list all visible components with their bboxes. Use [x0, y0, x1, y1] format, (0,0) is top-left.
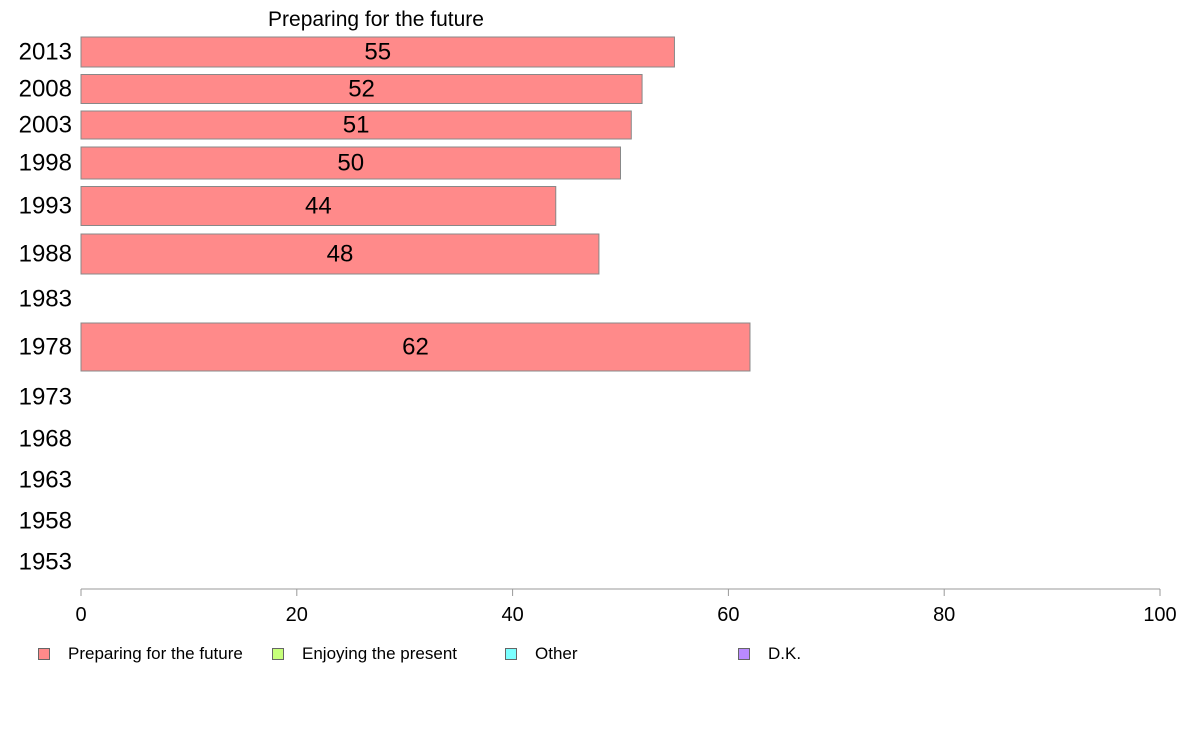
- bar-2008: [80, 74, 643, 104]
- y-tick-label-1998: 1998: [19, 150, 72, 177]
- legend-item-enjoying: Enjoying the present: [272, 642, 457, 666]
- legend-swatch-dk: [738, 648, 750, 660]
- legend-swatch-enjoying: [272, 648, 284, 660]
- bar-label-1988: 48: [327, 241, 354, 268]
- x-axis-ticks: 0 20 40 60 80 100: [75, 589, 1177, 626]
- legend-item-dk: D.K.: [738, 642, 801, 666]
- x-tick-label-100: 100: [1143, 604, 1176, 626]
- legend-label-preparing: Preparing for the future: [68, 644, 243, 663]
- y-tick-label-2003: 2003: [19, 112, 72, 139]
- y-tick-label-1993: 1993: [19, 193, 72, 220]
- bar-label-1998: 50: [337, 150, 364, 177]
- y-tick-label-1963: 1963: [19, 467, 72, 494]
- legend-swatch-preparing: [38, 648, 50, 660]
- legend-label-enjoying: Enjoying the present: [302, 644, 457, 663]
- legend-item-preparing: Preparing for the future: [38, 642, 243, 666]
- bar-1993: [80, 186, 557, 226]
- y-tick-label-2008: 2008: [19, 76, 72, 103]
- bar-label-2013: 55: [364, 39, 391, 66]
- y-tick-label-1973: 1973: [19, 384, 72, 411]
- x-tick-label-0: 0: [75, 604, 86, 626]
- y-tick-label-1988: 1988: [19, 241, 72, 268]
- year-labels: 2013 2008 2003 1998 1993 1988 1983 1978 1973 1968…: [19, 39, 72, 576]
- legend-label-dk: D.K.: [768, 644, 802, 663]
- bar-1988: [80, 233, 600, 275]
- legend: Preparing for the future Enjoying the pr…: [38, 642, 1138, 666]
- y-tick-label-1978: 1978: [19, 334, 72, 361]
- bar-label-1978: 62: [402, 334, 429, 361]
- chart-title: Preparing for the future: [268, 8, 484, 31]
- bar-1998: [80, 146, 621, 180]
- bar-label-2003: 51: [343, 112, 370, 139]
- chart: Preparing for the future 55525150444862 …: [19, 8, 1177, 626]
- bar-2013: [80, 36, 675, 68]
- bar-2003: [80, 110, 632, 140]
- bar-1978: [80, 322, 751, 372]
- bar-label-2008: 52: [348, 76, 375, 103]
- y-tick-label-1958: 1958: [19, 508, 72, 535]
- x-tick-label-80: 80: [933, 604, 955, 626]
- bar-label-1993: 44: [305, 193, 332, 220]
- y-tick-label-1983: 1983: [19, 286, 72, 313]
- y-tick-label-1953: 1953: [19, 549, 72, 576]
- y-tick-label-1968: 1968: [19, 426, 72, 453]
- legend-item-other: Other: [505, 642, 578, 666]
- legend-label-other: Other: [535, 644, 578, 663]
- legend-swatch-other: [505, 648, 517, 660]
- x-tick-label-60: 60: [717, 604, 739, 626]
- y-tick-label-2013: 2013: [19, 39, 72, 66]
- x-tick-label-20: 20: [286, 604, 308, 626]
- x-tick-label-40: 40: [501, 604, 523, 626]
